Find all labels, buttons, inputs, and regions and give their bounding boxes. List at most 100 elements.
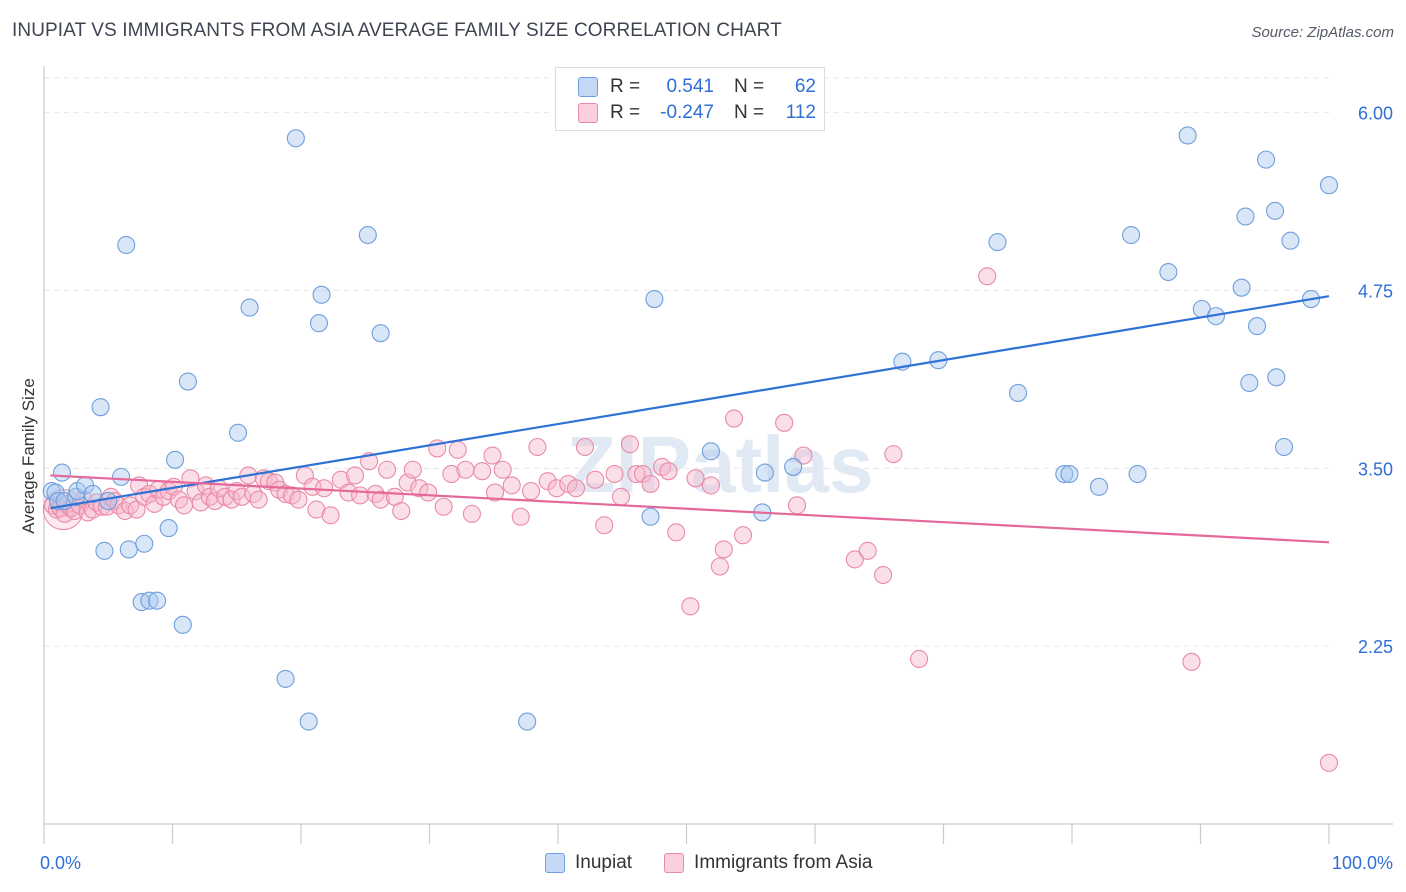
- scatter-point-asia: [775, 413, 794, 432]
- scatter-point-inupiat: [276, 669, 295, 688]
- chart-title: INUPIAT VS IMMIGRANTS FROM ASIA AVERAGE …: [12, 20, 782, 41]
- scatter-point-asia: [733, 526, 753, 545]
- scatter-point-inupiat: [358, 225, 377, 245]
- scatter-point-asia: [456, 460, 475, 479]
- scatter-point-asia: [605, 464, 624, 484]
- scatter-point-asia: [175, 496, 194, 515]
- scatter-point-inupiat: [112, 467, 131, 486]
- scatter-point-asia: [410, 479, 429, 498]
- scatter-point-inupiat: [135, 534, 154, 553]
- scatter-point-inupiat: [701, 442, 720, 461]
- scatter-point-inupiat: [173, 615, 192, 634]
- scatter-point-asia: [462, 504, 481, 523]
- scatter-point-inupiat: [1236, 207, 1255, 226]
- scatter-point-inupiat: [1240, 373, 1259, 393]
- correlation-legend: R = 0.541 N = 62 R = -0.247 N = 112: [555, 67, 825, 131]
- scatter-point-inupiat: [1008, 383, 1028, 402]
- scatter-point-asia: [845, 550, 864, 569]
- scatter-point-asia: [681, 597, 700, 616]
- scatter-point-inupiat: [117, 235, 136, 255]
- scatter-point-inupiat: [52, 463, 72, 482]
- scatter-point-asia: [794, 446, 813, 465]
- scatter-point-asia: [351, 486, 370, 505]
- scatter-point-asia: [115, 501, 135, 521]
- scatter-point-asia: [547, 479, 566, 498]
- scatter-point-asia: [686, 469, 705, 488]
- inupiat-swatch-icon: [578, 77, 598, 97]
- scatter-point-asia: [191, 493, 210, 512]
- scatter-point-asia: [315, 479, 334, 498]
- scatter-point-inupiat: [371, 324, 390, 343]
- scatter-point-inupiat: [1267, 368, 1286, 387]
- scatter-point-inupiat: [988, 233, 1007, 252]
- scatter-point-asia: [566, 479, 586, 498]
- scatter-point-inupiat: [95, 541, 114, 560]
- scatter-point-inupiat: [518, 712, 537, 731]
- watermark: ZIPatlas: [567, 420, 874, 509]
- scatter-point-asia: [473, 462, 492, 481]
- scatter-point-asia: [874, 565, 893, 585]
- scatter-point-asia: [502, 476, 521, 495]
- y-tick-label: 2.25: [1358, 637, 1393, 657]
- x-tick-label-max: 100.0%: [1332, 853, 1393, 873]
- scatter-point-asia: [641, 474, 660, 494]
- scatter-point-asia: [575, 437, 595, 457]
- scatter-point-asia: [392, 501, 411, 521]
- scatter-point-inupiat: [1256, 150, 1276, 169]
- scatter-point-inupiat: [645, 289, 664, 309]
- scatter-point-inupiat: [119, 540, 138, 559]
- r-label: R =: [610, 102, 641, 123]
- scatter-point-asia: [710, 557, 729, 576]
- scatter-point-inupiat: [1178, 126, 1197, 145]
- scatter-point-asia: [448, 440, 467, 459]
- scatter-point-inupiat: [132, 593, 151, 612]
- legend-row-inupiat: R = 0.541 N = 62: [578, 74, 816, 100]
- scatter-point-inupiat: [286, 129, 305, 148]
- asia-legend-label: Immigrants from Asia: [694, 852, 873, 873]
- scatter-point-asia: [538, 472, 557, 491]
- scatter-point-asia: [910, 649, 929, 669]
- scatter-point-asia: [724, 409, 744, 428]
- scatter-point-asia: [528, 437, 547, 457]
- series-legend: Inupiat Immigrants from Asia: [545, 852, 872, 874]
- y-tick-label: 6.00: [1358, 104, 1393, 124]
- scatter-point-inupiat: [91, 398, 110, 417]
- scatter-point-inupiat: [159, 519, 178, 538]
- scatter-point-asia: [620, 435, 640, 454]
- x-tick-label-min: 0.0%: [40, 853, 81, 873]
- scatter-point-inupiat: [1274, 437, 1294, 457]
- scatter-point-asia: [858, 541, 877, 560]
- n-label: N =: [734, 76, 765, 97]
- scatter-point-asia: [611, 487, 631, 506]
- scatter-point-asia: [627, 464, 646, 484]
- scatter-point-asia: [419, 483, 438, 502]
- scatter-point-asia: [145, 494, 164, 513]
- scatter-point-asia: [1319, 753, 1339, 772]
- scatter-point-asia: [403, 460, 422, 479]
- scatter-point-inupiat: [1247, 317, 1267, 336]
- scatter-point-inupiat: [178, 372, 197, 391]
- scatter-point-asia: [701, 476, 720, 495]
- scatter-point-inupiat: [1089, 477, 1109, 496]
- y-tick-label: 4.75: [1358, 282, 1393, 302]
- y-tick-label: 3.50: [1358, 459, 1393, 479]
- scatter-point-inupiat: [166, 450, 185, 469]
- scatter-point-inupiat: [1281, 231, 1300, 250]
- scatter-point-inupiat: [1128, 464, 1147, 484]
- scatter-point-asia: [595, 516, 614, 535]
- scatter-point-asia: [483, 446, 502, 465]
- scatter-point-asia: [714, 540, 733, 559]
- scatter-point-inupiat: [1265, 201, 1285, 220]
- scatter-point-asia: [884, 445, 903, 464]
- scatter-point-inupiat: [641, 507, 660, 526]
- scatter-point-inupiat: [1159, 262, 1178, 282]
- scatter-point-asia: [321, 506, 340, 525]
- asia-swatch-icon: [578, 103, 598, 123]
- scatter-point-asia: [659, 462, 678, 481]
- y-axis-label: Average Family Size: [19, 378, 38, 534]
- legend-row-asia: R = -0.247 N = 112: [578, 100, 816, 126]
- scatter-point-asia: [511, 507, 530, 526]
- n-value: 112: [785, 102, 816, 123]
- scatter-point-inupiat: [148, 591, 167, 610]
